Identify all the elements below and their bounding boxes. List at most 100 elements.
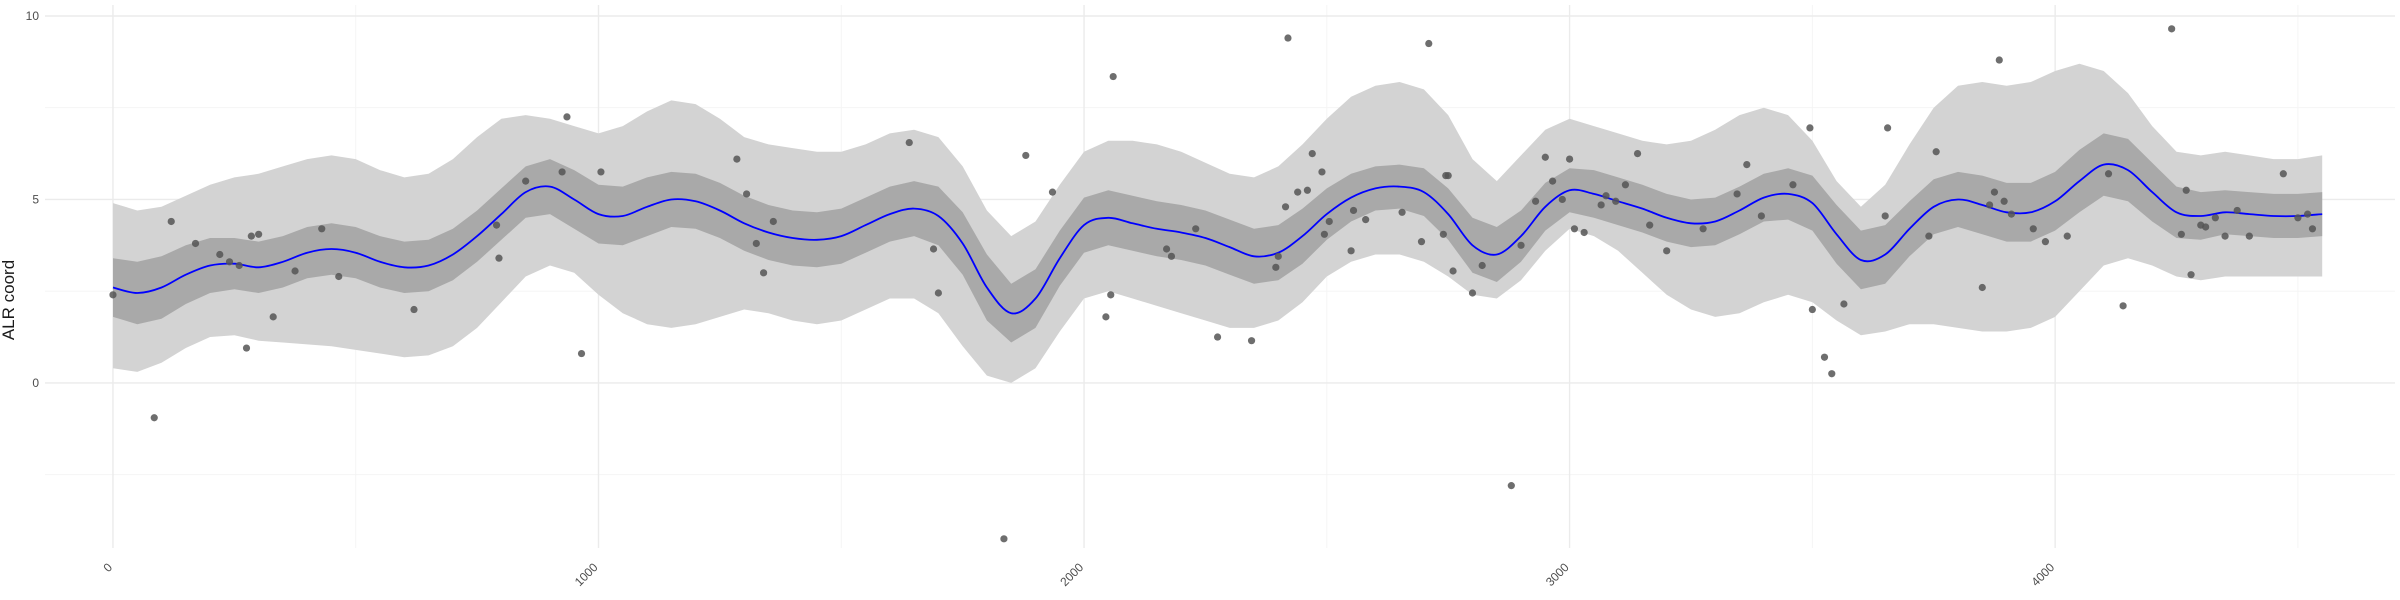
- data-point: [1558, 195, 1566, 204]
- data-point: [1048, 188, 1057, 196]
- mean-line-layer: [112, 163, 2323, 315]
- data-point: [1449, 267, 1457, 275]
- confidence-bands: [113, 63, 2323, 383]
- data-point: [1308, 149, 1316, 158]
- data-point: [2233, 206, 2241, 215]
- data-point: [1107, 291, 1115, 299]
- data-point: [1612, 197, 1620, 205]
- data-point: [1806, 124, 1814, 132]
- data-point: [2168, 25, 2176, 33]
- data-point: [759, 269, 768, 277]
- data-point: [1281, 203, 1290, 211]
- data-point: [1733, 190, 1741, 198]
- data-point: [1468, 289, 1477, 297]
- data-points: [109, 25, 2317, 543]
- data-point: [1995, 56, 2003, 64]
- data-point: [247, 232, 255, 240]
- data-point: [1932, 148, 1940, 156]
- data-point: [1192, 225, 1200, 233]
- data-point: [2182, 186, 2190, 194]
- data-point: [2041, 238, 2050, 246]
- data-point: [522, 177, 530, 185]
- data-point: [242, 344, 251, 352]
- data-point: [2279, 170, 2287, 178]
- data-point: [1828, 370, 1836, 378]
- data-point: [1663, 247, 1671, 255]
- y-tick-label: 10: [26, 9, 40, 23]
- data-point: [1109, 72, 1117, 81]
- data-point: [2000, 197, 2008, 205]
- data-point: [1022, 151, 1030, 160]
- x-tick-label: 0: [100, 560, 115, 575]
- data-point: [216, 250, 224, 259]
- data-point: [1602, 192, 1610, 200]
- data-point: [1531, 197, 1540, 205]
- data-point: [225, 258, 234, 266]
- data-point: [1272, 263, 1280, 271]
- data-point: [1425, 39, 1433, 48]
- data-point: [2202, 223, 2210, 231]
- data-point: [1000, 535, 1008, 543]
- y-axis-title: ALR coord: [0, 260, 18, 340]
- data-point: [1398, 208, 1406, 216]
- data-point: [1213, 333, 1222, 341]
- data-point: [2187, 271, 2195, 279]
- data-point: [1349, 206, 1358, 215]
- data-point: [2177, 230, 2185, 238]
- data-point: [1325, 217, 1333, 226]
- data-point: [191, 239, 200, 248]
- data-point: [2308, 225, 2317, 233]
- data-point: [905, 138, 913, 147]
- y-axis-ticks: 0 5 10: [26, 9, 40, 390]
- data-point: [1318, 168, 1326, 176]
- data-point: [1978, 283, 1986, 292]
- data-point: [1884, 124, 1892, 132]
- data-point: [1439, 230, 1447, 238]
- mean-line: [112, 163, 2323, 315]
- data-point: [1565, 155, 1574, 163]
- data-point: [2304, 210, 2312, 218]
- data-point: [2294, 214, 2302, 222]
- data-point: [410, 305, 418, 314]
- data-point: [1990, 188, 1999, 196]
- data-point: [1633, 149, 1642, 158]
- data-point: [2029, 225, 2037, 233]
- data-point: [235, 261, 243, 270]
- data-point: [1102, 313, 1110, 321]
- data-point: [934, 289, 942, 297]
- x-tick-label: 4000: [2028, 560, 2057, 589]
- data-point: [318, 225, 326, 233]
- data-point: [255, 230, 263, 238]
- data-point: [167, 217, 175, 226]
- data-point: [269, 313, 277, 321]
- data-point: [1840, 300, 1848, 308]
- y-tick-label: 0: [32, 376, 39, 390]
- data-point: [1646, 221, 1654, 229]
- data-point: [1699, 225, 1707, 233]
- data-point: [1167, 252, 1176, 260]
- data-point: [1925, 232, 1933, 240]
- data-point: [1985, 201, 1994, 209]
- data-point: [1162, 245, 1171, 253]
- data-point: [1808, 305, 1816, 314]
- data-point: [1320, 230, 1328, 238]
- data-point: [733, 155, 741, 163]
- data-point: [1570, 225, 1579, 233]
- data-point: [752, 239, 760, 248]
- data-point: [743, 190, 751, 198]
- data-point: [1362, 216, 1370, 224]
- data-point: [1294, 188, 1302, 196]
- data-point: [2104, 170, 2113, 178]
- data-point: [109, 291, 117, 299]
- data-point: [1417, 238, 1426, 246]
- data-point: [929, 245, 938, 253]
- data-point: [2221, 232, 2229, 240]
- data-point: [1548, 177, 1557, 185]
- data-point: [1580, 228, 1588, 237]
- x-tick-label: 1000: [572, 560, 601, 589]
- x-tick-label: 2000: [1057, 560, 1086, 589]
- data-point: [1597, 201, 1605, 209]
- data-point: [2119, 302, 2127, 310]
- data-point: [2211, 214, 2219, 222]
- data-point: [1881, 212, 1889, 220]
